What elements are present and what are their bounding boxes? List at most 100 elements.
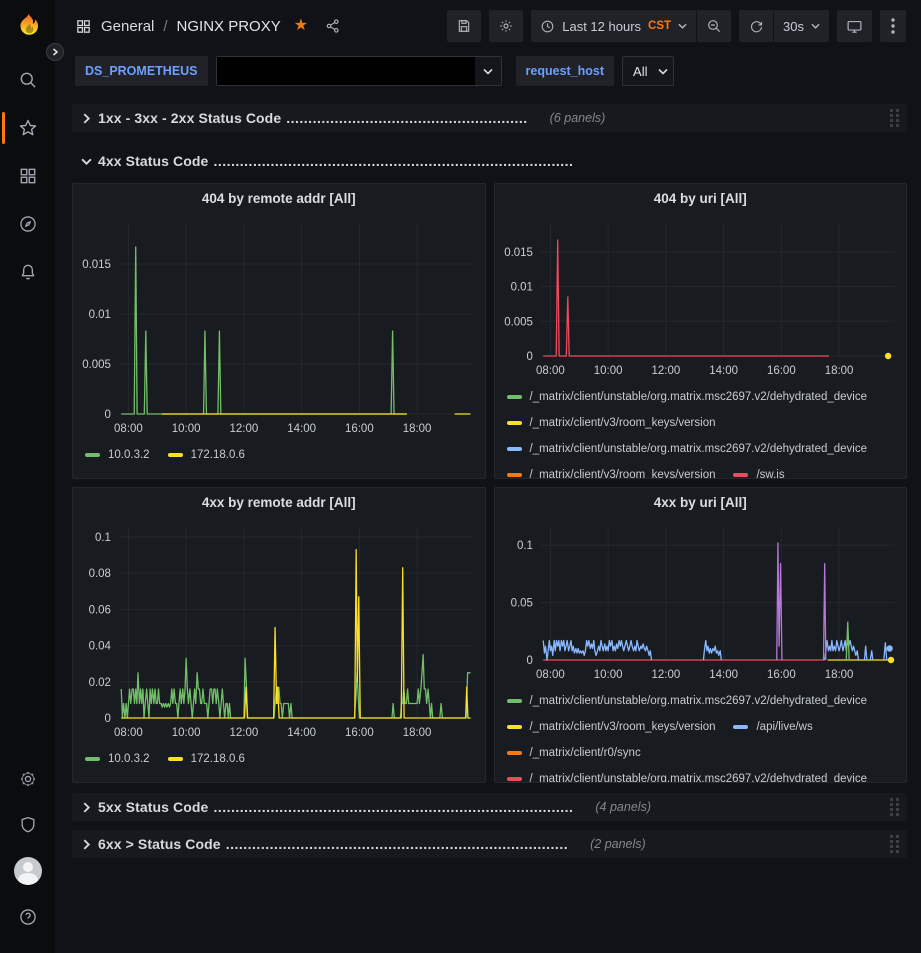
time-range-picker[interactable]: Last 12 hours CST bbox=[531, 10, 697, 42]
svg-text:0: 0 bbox=[526, 351, 532, 363]
row-drag-grip[interactable] bbox=[888, 107, 901, 129]
dashboard-settings-button[interactable] bbox=[489, 10, 524, 42]
legend-series-label: /_matrix/client/unstable/org.matrix.msc2… bbox=[529, 443, 868, 455]
row-panel-count: (2 panels) bbox=[590, 837, 646, 851]
row-header-5xx[interactable]: 5xx Status Code ........................… bbox=[72, 793, 907, 821]
legend-series-swatch bbox=[506, 395, 522, 399]
row-title-dots: ........................................… bbox=[213, 153, 574, 169]
panel-title[interactable]: 404 by remote addr [All] bbox=[201, 190, 356, 206]
sidebar-item-profile[interactable] bbox=[0, 855, 55, 887]
ds-prometheus-dropdown[interactable] bbox=[215, 56, 502, 86]
legend-item[interactable]: /api/live/ws bbox=[733, 717, 813, 737]
page-title[interactable]: NGINX PROXY bbox=[176, 17, 281, 35]
legend-item[interactable]: 172.18.0.6 bbox=[167, 445, 245, 465]
svg-text:14:00: 14:00 bbox=[287, 423, 316, 435]
legend-item[interactable]: /_matrix/client/unstable/org.matrix.msc2… bbox=[506, 439, 868, 459]
sidebar-nav bbox=[0, 64, 55, 304]
legend-series-swatch bbox=[506, 447, 522, 451]
row-drag-grip[interactable] bbox=[888, 796, 901, 818]
panel-4xx-by-remote-addr: 4xx by remote addr [All] 0 0.02 0.04 0.06 0.… bbox=[72, 487, 486, 783]
svg-text:0.015: 0.015 bbox=[82, 259, 111, 271]
sidebar-item-help[interactable] bbox=[0, 901, 55, 933]
refresh-interval-picker[interactable]: 30s bbox=[774, 10, 829, 42]
legend-item[interactable]: /sw.js bbox=[733, 465, 785, 478]
time-series-chart[interactable]: 0 0.005 0.01 0.015 08:00 10:00 12:00 14:00 16:00… bbox=[495, 212, 907, 382]
request-host-dropdown[interactable]: All bbox=[622, 56, 675, 86]
grafana-logo[interactable] bbox=[10, 8, 46, 46]
save-dashboard-button[interactable] bbox=[447, 10, 482, 42]
chevron-down-icon bbox=[658, 68, 669, 75]
search-icon bbox=[20, 72, 36, 88]
dashboard-navbar: General / NGINX PROXY ★ bbox=[55, 0, 921, 52]
legend-item[interactable]: /_matrix/client/unstable/org.matrix.msc2… bbox=[506, 387, 868, 407]
svg-text:12:00: 12:00 bbox=[651, 669, 680, 681]
grafana-flame-icon bbox=[20, 13, 38, 35]
row-header-1xx-3xx-2xx[interactable]: 1xx - 3xx - 2xx Status Code ............… bbox=[72, 104, 907, 132]
legend-item[interactable]: 10.0.3.2 bbox=[85, 445, 150, 465]
share-icon[interactable] bbox=[325, 18, 341, 34]
svg-text:0.005: 0.005 bbox=[82, 359, 111, 371]
sidebar-item-search[interactable] bbox=[0, 64, 55, 96]
sidebar-bottom bbox=[0, 763, 55, 947]
panel-404-by-remote-addr: 404 by remote addr [All] 0 0.005 0.01 0.015… bbox=[72, 183, 486, 479]
legend-item[interactable]: 10.0.3.2 bbox=[85, 749, 150, 769]
zoom-out-time-button[interactable] bbox=[697, 10, 732, 42]
time-series-chart[interactable]: 0 0.005 0.01 0.015 08:00 10:00 12:00 14:00 16:00… bbox=[73, 212, 485, 440]
breadcrumb-separator: / bbox=[163, 17, 168, 35]
svg-text:0: 0 bbox=[526, 655, 532, 667]
svg-text:10:00: 10:00 bbox=[172, 423, 201, 435]
breadcrumb-folder[interactable]: General bbox=[101, 17, 155, 35]
time-series-chart[interactable]: 0 0.05 0.1 08:00 10:00 12:00 14:00 16:00 18:00 bbox=[495, 516, 907, 686]
svg-text:0.08: 0.08 bbox=[89, 568, 111, 580]
sidebar-item-configuration[interactable] bbox=[0, 763, 55, 795]
sidebar-item-server-admin[interactable] bbox=[0, 809, 55, 841]
gear-icon bbox=[500, 20, 512, 32]
sidebar-item-explore[interactable] bbox=[0, 208, 55, 240]
time-picker-group: Last 12 hours CST bbox=[531, 10, 732, 42]
legend-item[interactable]: /_matrix/client/v3/room_keys/version bbox=[506, 717, 715, 737]
row-header-6xx[interactable]: 6xx > Status Code ......................… bbox=[72, 830, 907, 858]
legend-series-swatch bbox=[506, 725, 522, 729]
timezone-label: CST bbox=[648, 20, 672, 32]
panel-title[interactable]: 404 by uri [All] bbox=[653, 190, 747, 206]
sidebar-item-starred[interactable] bbox=[0, 112, 55, 144]
refresh-button[interactable] bbox=[739, 10, 774, 42]
legend-item[interactable]: /_matrix/client/r0/sync bbox=[506, 743, 641, 763]
svg-text:08:00: 08:00 bbox=[114, 423, 143, 435]
favorite-star-icon[interactable]: ★ bbox=[293, 17, 309, 34]
svg-text:16:00: 16:00 bbox=[766, 669, 795, 681]
cycle-view-mode-button[interactable] bbox=[837, 10, 872, 42]
row-header-4xx[interactable]: 4xx Status Code ........................… bbox=[72, 147, 907, 175]
sidebar-item-alerting[interactable] bbox=[0, 256, 55, 288]
legend-series-label: /_matrix/client/v3/room_keys/version bbox=[529, 417, 716, 429]
svg-text:18:00: 18:00 bbox=[403, 727, 432, 739]
svg-text:18:00: 18:00 bbox=[403, 423, 432, 435]
variable-request-host: request_host All bbox=[515, 56, 675, 86]
panel-title[interactable]: 4xx by uri [All] bbox=[653, 494, 747, 510]
legend-item[interactable]: /_matrix/client/unstable/org.matrix.msc2… bbox=[506, 691, 867, 711]
panel-grid: 404 by remote addr [All] 0 0.005 0.01 0.015… bbox=[72, 183, 907, 783]
legend-series-label: /_matrix/client/unstable/org.matrix.msc2… bbox=[529, 391, 868, 403]
legend-series-label: /api/live/ws bbox=[756, 721, 813, 733]
legend-item[interactable]: 172.18.0.6 bbox=[167, 749, 245, 769]
svg-text:14:00: 14:00 bbox=[287, 727, 316, 739]
svg-text:0.005: 0.005 bbox=[504, 316, 533, 328]
legend-series-label: /sw.js bbox=[756, 469, 785, 478]
panel-title[interactable]: 4xx by remote addr [All] bbox=[201, 494, 356, 510]
svg-text:12:00: 12:00 bbox=[651, 365, 680, 377]
more-options-kebab-button[interactable] bbox=[880, 10, 906, 42]
sidebar bbox=[0, 0, 55, 953]
row-drag-grip[interactable] bbox=[888, 833, 901, 855]
dashboard-apps-icon bbox=[77, 19, 90, 33]
chevron-right-icon bbox=[83, 801, 90, 813]
legend-item[interactable]: /_matrix/client/unstable/org.matrix.msc2… bbox=[506, 769, 867, 782]
legend-item[interactable]: /_matrix/client/v3/room_keys/version bbox=[506, 465, 715, 478]
chevron-down-icon bbox=[80, 158, 92, 165]
svg-text:08:00: 08:00 bbox=[536, 669, 565, 681]
sidebar-item-dashboards[interactable] bbox=[0, 160, 55, 192]
time-series-chart[interactable]: 0 0.02 0.04 0.06 0.08 0.1 08:00 10:00 12:00 14:00… bbox=[73, 516, 485, 744]
svg-text:08:00: 08:00 bbox=[536, 365, 565, 377]
chevron-down-icon bbox=[678, 23, 687, 29]
sidebar-toggle-button[interactable] bbox=[46, 43, 64, 61]
legend-item[interactable]: /_matrix/client/v3/room_keys/version bbox=[506, 413, 716, 433]
